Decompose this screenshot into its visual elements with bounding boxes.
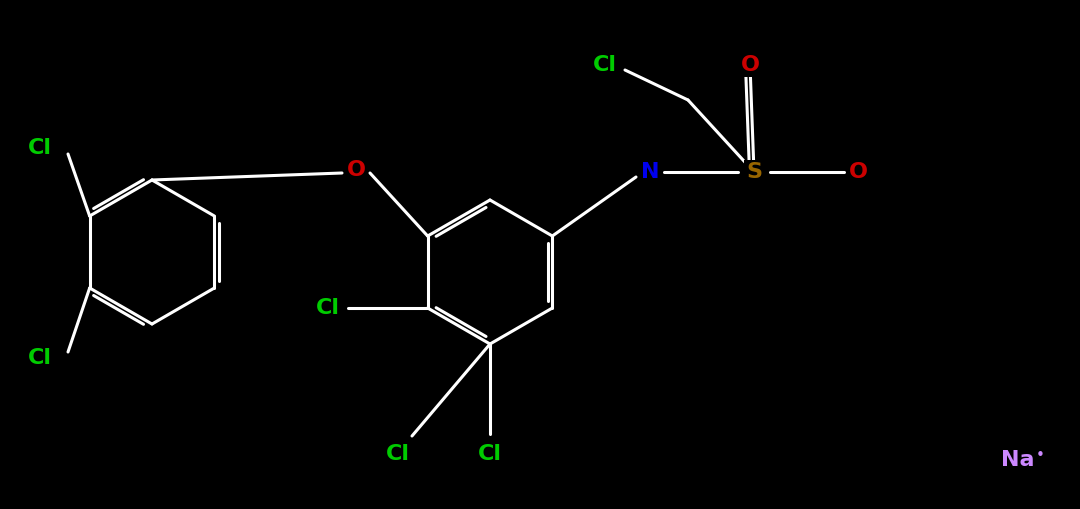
Text: Cl: Cl [478, 444, 502, 464]
Text: O: O [347, 160, 365, 180]
Text: Cl: Cl [28, 138, 52, 158]
Text: S: S [746, 162, 762, 182]
Text: O: O [849, 162, 867, 182]
Text: Cl: Cl [593, 55, 617, 75]
Text: N: N [640, 162, 659, 182]
Text: Na: Na [1001, 450, 1035, 470]
Text: •: • [1036, 447, 1044, 463]
Text: O: O [741, 55, 759, 75]
Text: Cl: Cl [316, 298, 340, 318]
Text: Cl: Cl [386, 444, 410, 464]
Text: Cl: Cl [28, 348, 52, 368]
